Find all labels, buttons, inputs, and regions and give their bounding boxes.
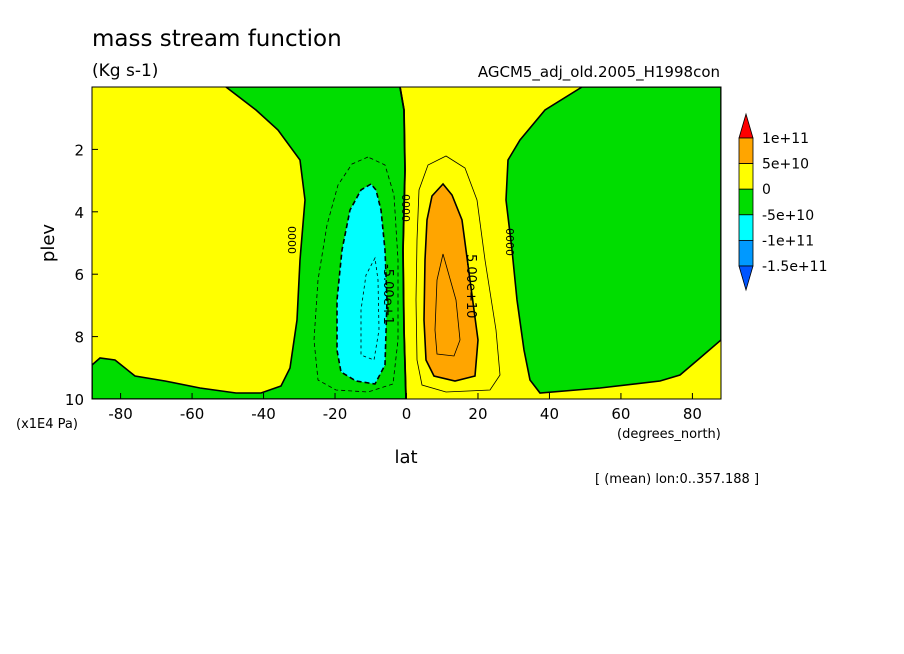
contour-label: 0000 bbox=[286, 226, 299, 254]
colorbar-label: -1e+11 bbox=[762, 233, 814, 249]
x-tick-label: 60 bbox=[611, 405, 630, 423]
colorbar-swatch bbox=[738, 214, 754, 241]
contour-inner-negative bbox=[360, 256, 380, 361]
x-tick-label: 20 bbox=[468, 405, 487, 423]
y-tick-label: 10 bbox=[65, 391, 84, 409]
colorbar-label: 1e+11 bbox=[762, 131, 809, 147]
x-axis-label: lat bbox=[394, 447, 417, 468]
region-strong-negative bbox=[336, 182, 388, 385]
contour-outer-positive bbox=[415, 155, 501, 393]
region-negative-nh bbox=[505, 87, 721, 394]
x-axis: -80 -60 -40 -20 0 20 40 60 80 bbox=[108, 393, 702, 423]
contour-label: -5.00e+1 bbox=[380, 264, 395, 325]
contour-label: 0000 bbox=[399, 194, 412, 222]
x-tick-label: -80 bbox=[108, 405, 133, 423]
y-tick-label: 6 bbox=[74, 266, 84, 284]
contour-inner-positive bbox=[434, 253, 461, 357]
colorbar-swatch bbox=[738, 239, 754, 267]
colorbar-swatch bbox=[738, 163, 754, 190]
contour-outer-negative bbox=[313, 156, 399, 393]
colorbar-bottom-arrow bbox=[738, 265, 754, 292]
colorbar-label: 0 bbox=[762, 182, 771, 198]
contour-label: 5.00e+10 bbox=[463, 254, 478, 318]
x-tick-label: 80 bbox=[683, 405, 702, 423]
dataset-label: AGCM5_adj_old.2005_H1998con bbox=[478, 63, 720, 82]
colorbar-top-arrow bbox=[738, 112, 754, 139]
x-tick-label: -40 bbox=[251, 405, 276, 423]
x-units-label: (degrees_north) bbox=[617, 427, 721, 442]
colorbar-swatch bbox=[738, 188, 754, 216]
y-tick-label: 2 bbox=[74, 141, 84, 159]
y-tick-label: 4 bbox=[74, 204, 84, 222]
footnote: [ (mean) lon:0..357.188 ] bbox=[595, 472, 759, 487]
colorbar-label: 5e+10 bbox=[762, 157, 809, 173]
y-tick-label: 8 bbox=[74, 329, 84, 347]
colorbar-label: -1.5e+11 bbox=[762, 259, 827, 275]
colorbar-label: -5e+10 bbox=[762, 208, 814, 224]
x-tick-label: 0 bbox=[402, 405, 412, 423]
x-tick-label: -20 bbox=[323, 405, 348, 423]
contour-zero-equator bbox=[399, 87, 407, 399]
y-axis: 2 4 6 8 10 bbox=[65, 141, 98, 409]
colorbar: 1e+11 5e+10 0 -5e+10 -1e+11 -1.5e+11 bbox=[738, 112, 827, 292]
x-tick-label: -60 bbox=[180, 405, 205, 423]
contour-label: 0000 bbox=[503, 228, 516, 256]
colorbar-swatch bbox=[738, 137, 754, 165]
x-tick-label: 40 bbox=[540, 405, 559, 423]
y-units-label: (x1E4 Pa) bbox=[16, 417, 78, 432]
chart-title: mass stream function bbox=[92, 26, 342, 52]
y-axis-label: plev bbox=[38, 224, 59, 263]
plot-area: -5.00e+1 5.00e+10 0000 0000 0000 bbox=[92, 87, 721, 399]
chart-units: (Kg s-1) bbox=[92, 61, 158, 81]
